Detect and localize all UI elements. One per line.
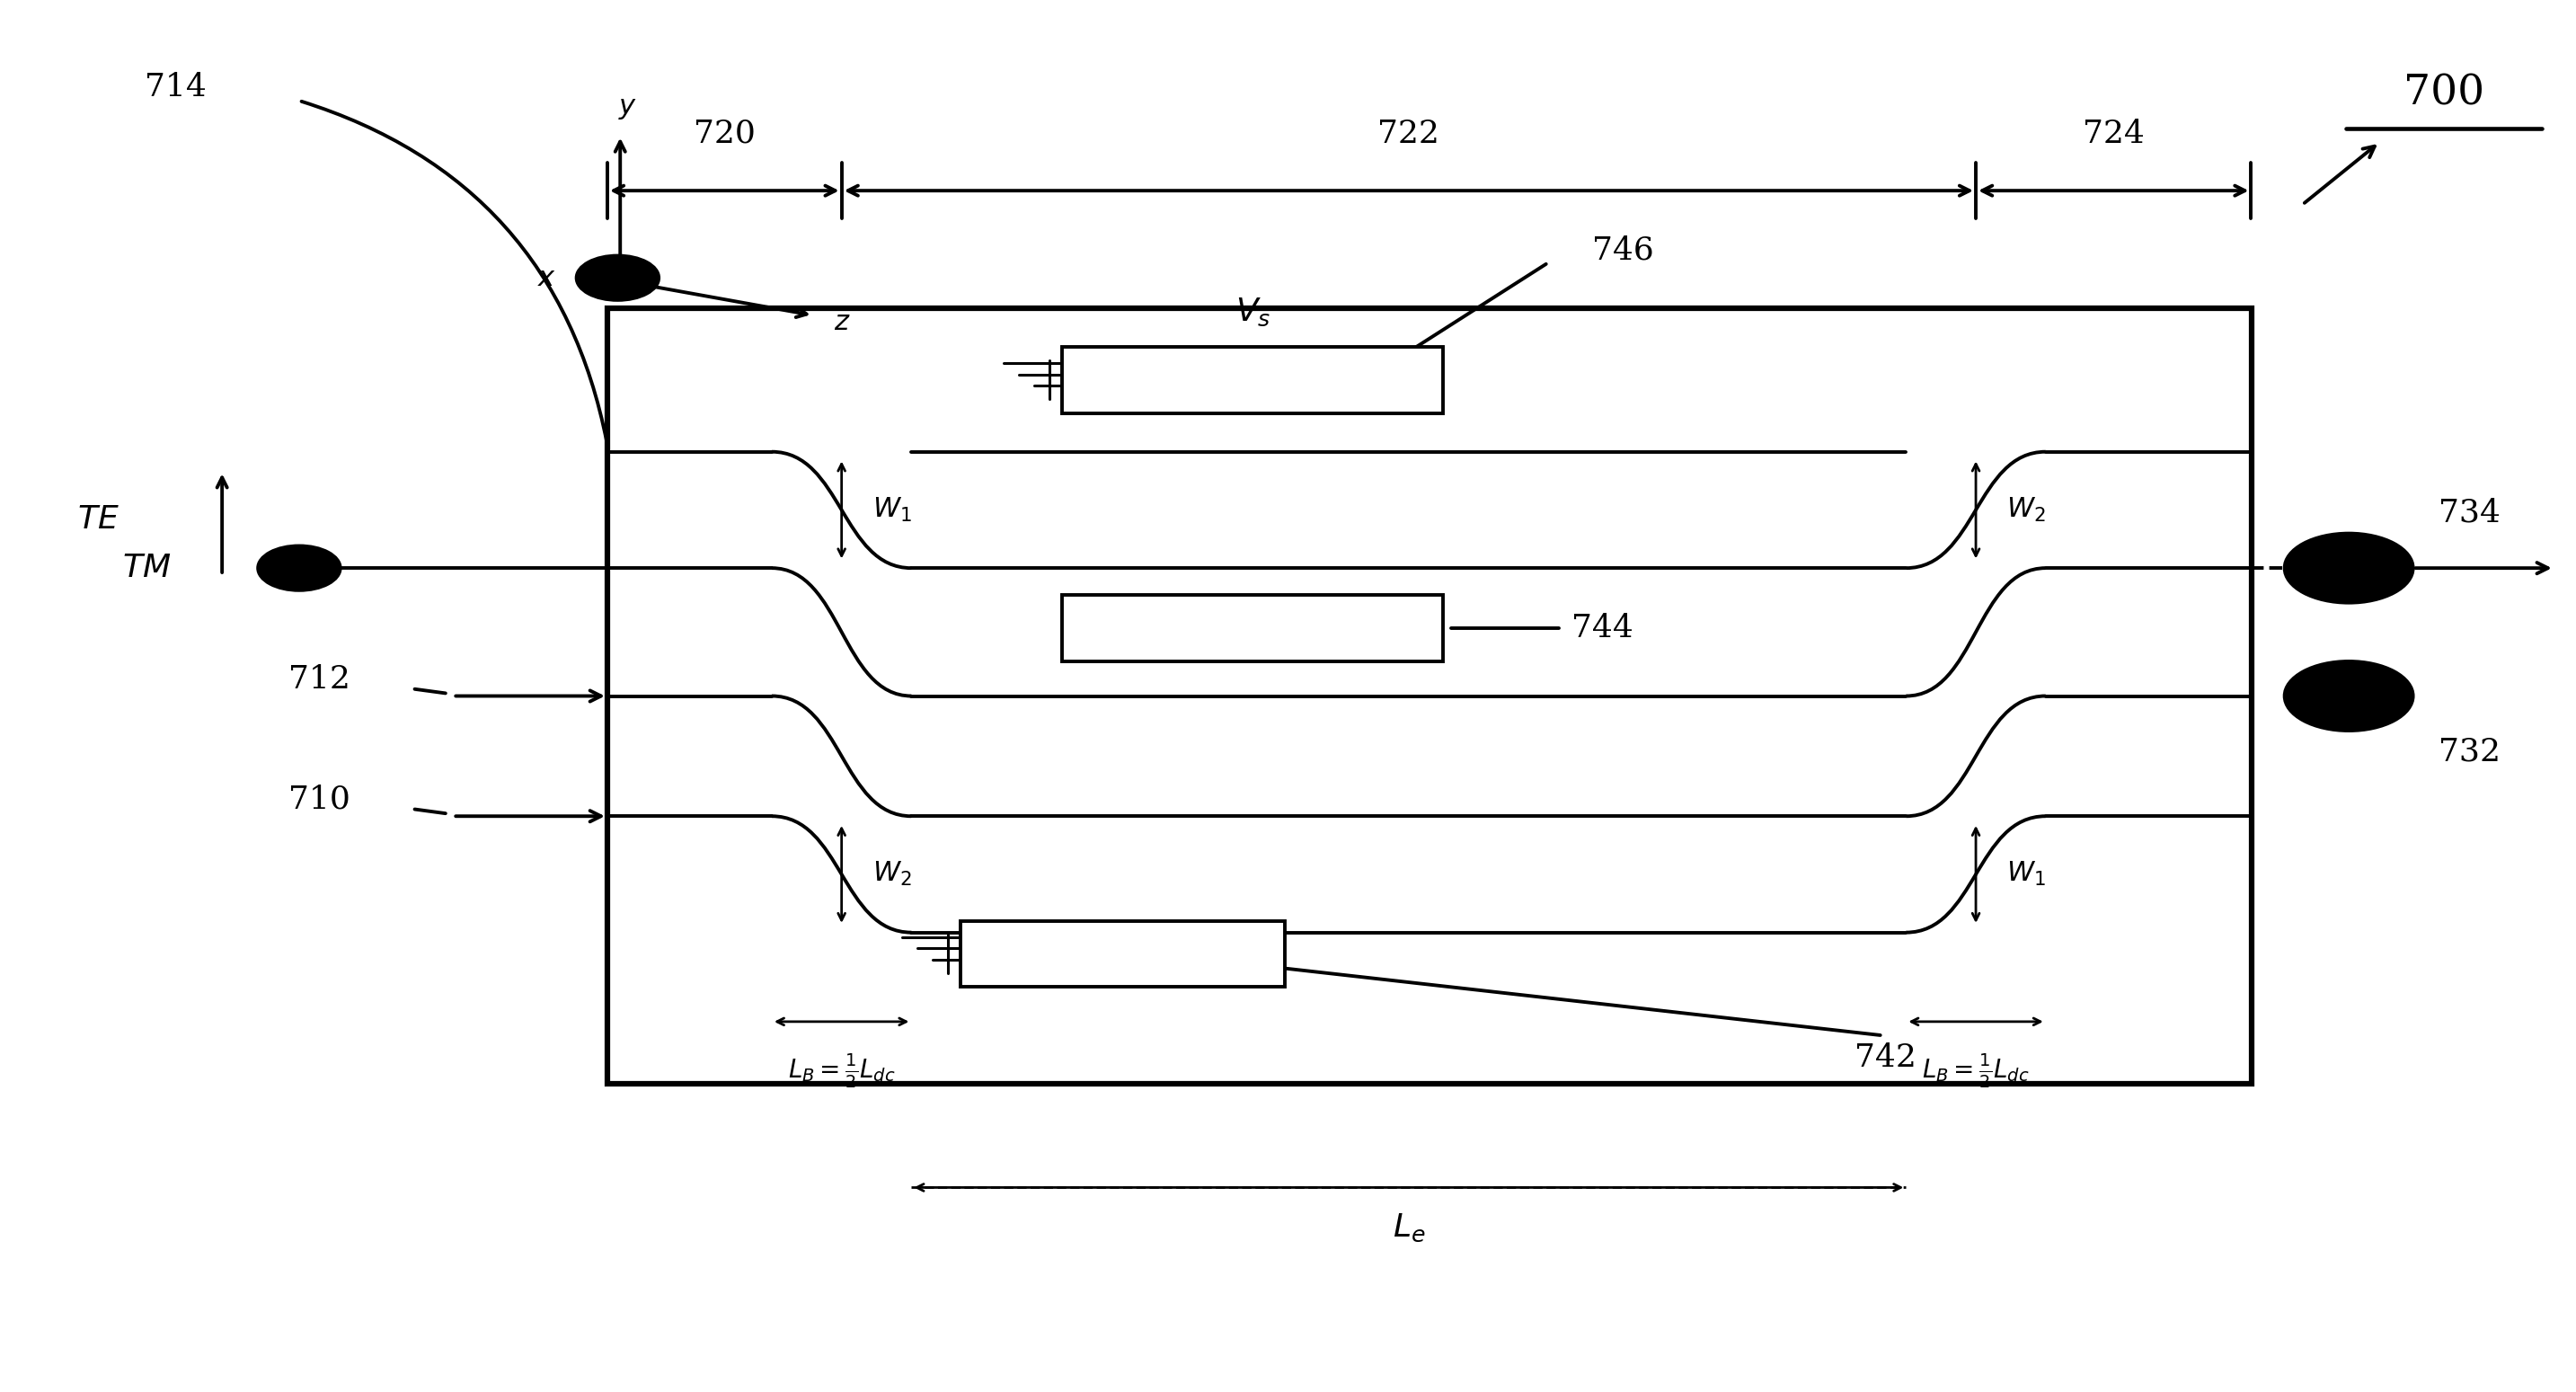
Text: 742: 742 [1855, 1043, 1917, 1073]
Text: 722: 722 [1378, 118, 1440, 149]
Text: $z$: $z$ [835, 308, 850, 335]
Text: $TE$: $TE$ [77, 504, 118, 535]
Bar [961, 922, 1285, 987]
Text: $L_B=\frac{1}{2}L_{dc}$: $L_B=\frac{1}{2}L_{dc}$ [1922, 1052, 2030, 1090]
Text: $W_1$: $W_1$ [2007, 860, 2045, 888]
Text: $L_B=\frac{1}{2}L_{dc}$: $L_B=\frac{1}{2}L_{dc}$ [788, 1052, 896, 1090]
Bar [608, 309, 2251, 1083]
Text: $V_s$: $V_s$ [1234, 296, 1270, 327]
Circle shape [2285, 533, 2414, 603]
Text: 746: 746 [1592, 235, 1654, 266]
Text: 732: 732 [2439, 736, 2501, 767]
Text: 710: 710 [289, 784, 350, 814]
Text: 734: 734 [2439, 497, 2501, 528]
Circle shape [291, 564, 307, 572]
Text: $L_e$: $L_e$ [1391, 1212, 1425, 1244]
Text: $W_1$: $W_1$ [873, 496, 912, 523]
Bar [1061, 347, 1443, 413]
Text: 744: 744 [1571, 612, 1633, 643]
Text: 724: 724 [2081, 118, 2143, 149]
Text: $y$: $y$ [618, 93, 636, 121]
Circle shape [577, 256, 659, 301]
Text: 714: 714 [144, 71, 206, 102]
Text: 720: 720 [693, 118, 755, 149]
Text: 712: 712 [289, 664, 350, 695]
Text: $W_2$: $W_2$ [2007, 496, 2045, 523]
Text: 700: 700 [2403, 74, 2483, 114]
Text: $W_2$: $W_2$ [873, 860, 912, 888]
Circle shape [2285, 661, 2414, 731]
Circle shape [258, 546, 340, 590]
Bar [1061, 596, 1443, 661]
Text: $TM$: $TM$ [121, 553, 170, 583]
Text: $x$: $x$ [536, 264, 556, 292]
